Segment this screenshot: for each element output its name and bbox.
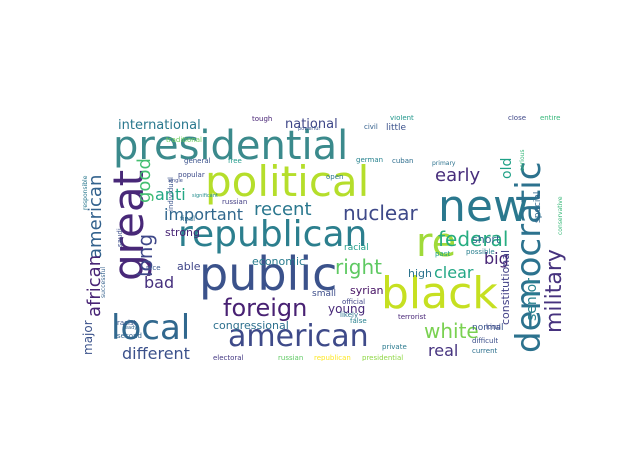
- word-anti: anti: [155, 185, 186, 204]
- word-nuclear: nuclear: [343, 201, 418, 225]
- word-little: little: [386, 123, 407, 133]
- word-normal: normal: [472, 323, 504, 333]
- word-open: open: [326, 173, 344, 181]
- word-likely: likely: [340, 311, 359, 319]
- word-false: false: [350, 317, 367, 325]
- word-congressional: congressional: [213, 319, 289, 332]
- word-special: special: [533, 191, 543, 223]
- word-republican: republican: [178, 214, 368, 255]
- word-violent: violent: [390, 115, 414, 122]
- word-tough: tough: [252, 115, 273, 123]
- word-constitutional: constitutional: [499, 249, 512, 325]
- word-past: past: [435, 250, 451, 258]
- word-russian: russian: [222, 198, 248, 206]
- word-kind: kind: [486, 323, 501, 331]
- word-difficult: difficult: [472, 337, 499, 345]
- word-black: black: [381, 268, 498, 319]
- word-ready: ready: [123, 325, 138, 331]
- word-economic: economic: [252, 255, 306, 268]
- word-traditional: traditional: [166, 136, 202, 144]
- word-primary: primary: [432, 160, 456, 167]
- word-current: current: [472, 347, 498, 355]
- word-powerful: powerful: [298, 126, 320, 132]
- word-clear: clear: [434, 263, 474, 282]
- word-strong: strong: [165, 226, 201, 239]
- word-new: new: [438, 181, 529, 232]
- word-second: second: [117, 332, 142, 340]
- word-serious: serious: [519, 149, 526, 171]
- word-cuban: cuban: [392, 157, 414, 165]
- word-terrorist: terrorist: [398, 313, 427, 321]
- word-saudi: saudi: [116, 228, 124, 247]
- word-public: public: [199, 247, 338, 301]
- word-foreign: foreign: [223, 294, 308, 322]
- word-important: important: [164, 205, 244, 224]
- word-different: different: [122, 344, 190, 362]
- word-racist: racist: [117, 319, 137, 327]
- word-nice: nice: [146, 264, 161, 272]
- word-senior: senior: [524, 278, 540, 321]
- word-civil: civil: [364, 123, 378, 131]
- word-international: international: [118, 118, 201, 133]
- word-able: able: [177, 260, 201, 273]
- word-syrian: syrian: [350, 284, 384, 297]
- word-close: close: [508, 115, 527, 122]
- word-private: private: [382, 343, 407, 351]
- word-presidential: presidential: [113, 123, 349, 169]
- word-old: old: [499, 157, 515, 179]
- word-popular: popular: [178, 171, 205, 179]
- word-republican-2: republican: [314, 354, 351, 362]
- word-responsible: responsible: [82, 175, 89, 210]
- word-significant: significant: [192, 193, 218, 199]
- word-possible: possible: [466, 248, 495, 256]
- word-right: right: [335, 255, 382, 279]
- word-re: re: [416, 220, 457, 266]
- word-high: high: [408, 267, 432, 280]
- word-american: american: [228, 319, 369, 354]
- word-short: short: [472, 233, 501, 246]
- word-russian-2: russian: [278, 354, 304, 362]
- word-general: general: [184, 157, 211, 165]
- word-white: white: [424, 319, 479, 343]
- word-major: major: [81, 320, 95, 355]
- word-free: free: [228, 157, 242, 165]
- word-young: young: [328, 302, 366, 316]
- word-german: german: [356, 156, 384, 164]
- word-good: good: [134, 158, 155, 203]
- word-presidential-2: presidential: [362, 354, 404, 362]
- word-american-2: american: [85, 174, 106, 259]
- word-big: big: [484, 249, 509, 268]
- word-entire: entire: [540, 115, 561, 122]
- word-electoral: electoral: [213, 354, 244, 362]
- word-national: national: [285, 117, 338, 132]
- word-cloud: presidential political republican public…: [80, 115, 575, 361]
- word-bad: bad: [144, 273, 175, 292]
- word-military: military: [542, 249, 567, 333]
- word-recent: recent: [254, 199, 312, 220]
- word-small: small: [312, 289, 336, 299]
- word-political: political: [205, 157, 370, 206]
- word-official: official: [342, 298, 366, 306]
- word-racial: racial: [344, 243, 369, 253]
- word-local: local: [111, 308, 191, 348]
- word-democratic: democratic: [509, 161, 549, 353]
- word-federal: federal: [438, 227, 509, 251]
- word-successful: successful: [100, 266, 107, 298]
- word-single: single: [168, 178, 183, 184]
- word-final: final: [180, 215, 196, 223]
- word-conservative: conservative: [557, 196, 564, 235]
- word-real: real: [428, 341, 459, 360]
- word-early: early: [435, 165, 481, 186]
